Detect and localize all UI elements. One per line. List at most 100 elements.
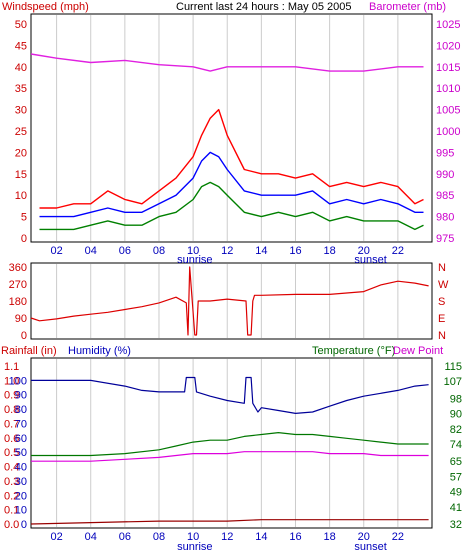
hum-ytick-30: 30 (15, 476, 27, 488)
hum-xtick-10: 10 (187, 531, 199, 543)
wind-ytick-20: 20 (15, 147, 27, 159)
dir-compass-0: N (438, 262, 446, 274)
wind-ytick-50: 50 (15, 19, 27, 31)
temp-ytick-65: 65 (450, 456, 462, 468)
rain-ytick-0.1: 0.1 (4, 505, 19, 517)
dir-compass-2: S (438, 296, 445, 308)
rain-ytick-1.1: 1.1 (4, 361, 19, 373)
hum-xtick-22: 22 (392, 531, 404, 543)
dir-compass-4: N (438, 330, 446, 342)
hum-ytick-40: 40 (15, 462, 27, 474)
rain-ytick-0.8: 0.8 (4, 404, 19, 416)
dir-ytick-180: 180 (9, 296, 27, 308)
rain-ytick-0.6: 0.6 (4, 433, 19, 445)
rain-ytick-0.3: 0.3 (4, 476, 19, 488)
baro-ytick-1005: 1005 (436, 105, 460, 117)
baro-ytick-1015: 1015 (436, 62, 460, 74)
wind-xtick-22: 22 (392, 245, 404, 257)
wind-xtick-18: 18 (323, 245, 335, 257)
hum-xtick-14: 14 (255, 531, 267, 543)
wind-xtick-14: 14 (255, 245, 267, 257)
hum-ytick-80: 80 (15, 404, 27, 416)
temp-ytick-41: 41 (450, 502, 462, 514)
wind-panel-frame (30, 13, 433, 243)
temp-ytick-115: 115 (444, 361, 462, 373)
baro-ytick-975: 975 (436, 233, 454, 245)
baro-ytick-985: 985 (436, 190, 454, 202)
rain-ytick-0.7: 0.7 (4, 418, 19, 430)
hum-marker-sunrise: sunrise (177, 541, 212, 553)
wind-marker-sunset: sunset (354, 254, 386, 266)
dewpoint-axis-title: Dew Point (393, 345, 443, 357)
temp-ytick-82: 82 (450, 424, 462, 436)
temperature-axis-title: Temperature (°F) (312, 345, 395, 357)
hum-ytick-70: 70 (15, 418, 27, 430)
series-direction (30, 266, 429, 336)
hum-xtick-12: 12 (221, 531, 233, 543)
rain-ytick-0.0: 0.0 (4, 519, 19, 531)
temp-ytick-57: 57 (450, 471, 462, 483)
wind-ytick-45: 45 (15, 40, 27, 52)
series-minimum (39, 181, 424, 231)
series-gust (39, 108, 424, 209)
wind-ytick-30: 30 (15, 105, 27, 117)
hum-xtick-08: 08 (153, 531, 165, 543)
wind-marker-sunrise: sunrise (177, 254, 212, 266)
dir-ytick-270: 270 (9, 279, 27, 291)
wind-ytick-5: 5 (21, 212, 27, 224)
series-humidity (31, 376, 429, 414)
rain-ytick-0.2: 0.2 (4, 490, 19, 502)
hum-xtick-18: 18 (323, 531, 335, 543)
baro-ytick-1025: 1025 (436, 19, 460, 31)
wind-ytick-25: 25 (15, 126, 27, 138)
hum-xtick-20: 20 (358, 531, 370, 543)
wind-xtick-16: 16 (289, 245, 301, 257)
hum-ytick-0: 0 (21, 519, 27, 531)
hum-ytick-60: 60 (15, 433, 27, 445)
series-barometer (30, 53, 424, 72)
wind-xtick-08: 08 (153, 245, 165, 257)
baro-ytick-1000: 1000 (436, 126, 460, 138)
series-dew-point (31, 451, 429, 462)
wind-xtick-20: 20 (358, 245, 370, 257)
temp-ytick-90: 90 (450, 409, 462, 421)
barometer-axis-title: Barometer (mb) (369, 1, 446, 13)
rain-ytick-0.4: 0.4 (4, 462, 19, 474)
wind-ytick-10: 10 (15, 190, 27, 202)
hum-ytick-100: 100 (9, 375, 27, 387)
wind-xtick-12: 12 (221, 245, 233, 257)
hum-xtick-02: 02 (50, 531, 62, 543)
rain-ytick-0.5: 0.5 (4, 447, 19, 459)
chart-title: Current last 24 hours : May 05 2005 (176, 1, 351, 13)
dir-ytick-360: 360 (9, 262, 27, 274)
temp-ytick-98: 98 (450, 393, 462, 405)
wind-ytick-15: 15 (15, 169, 27, 181)
wind-xtick-02: 02 (50, 245, 62, 257)
wind-ytick-0: 0 (21, 233, 27, 245)
series-temperature (31, 432, 429, 457)
hum-xtick-04: 04 (85, 531, 97, 543)
baro-ytick-990: 990 (436, 169, 454, 181)
series-rainfall (30, 519, 429, 525)
hum-ytick-10: 10 (15, 505, 27, 517)
baro-ytick-980: 980 (436, 212, 454, 224)
rain-ytick-0.9: 0.9 (4, 390, 19, 402)
wind-ytick-40: 40 (15, 62, 27, 74)
series-average (39, 151, 424, 218)
direction-panel-frame (30, 262, 433, 340)
baro-ytick-1010: 1010 (436, 83, 460, 95)
dir-compass-3: E (438, 313, 445, 325)
rainfall-axis-title: Rainfall (in) (1, 345, 57, 357)
temp-ytick-74: 74 (450, 439, 462, 451)
wind-xtick-10: 10 (187, 245, 199, 257)
humidity-axis-title: Humidity (%) (68, 345, 131, 357)
hum-xtick-06: 06 (119, 531, 131, 543)
humidity-panel-frame (30, 357, 433, 529)
hum-xtick-16: 16 (289, 531, 301, 543)
hum-ytick-90: 90 (15, 390, 27, 402)
baro-ytick-1020: 1020 (436, 40, 460, 52)
temp-ytick-32: 32 (450, 519, 462, 531)
dir-ytick-90: 90 (15, 313, 27, 325)
hum-ytick-20: 20 (15, 490, 27, 502)
